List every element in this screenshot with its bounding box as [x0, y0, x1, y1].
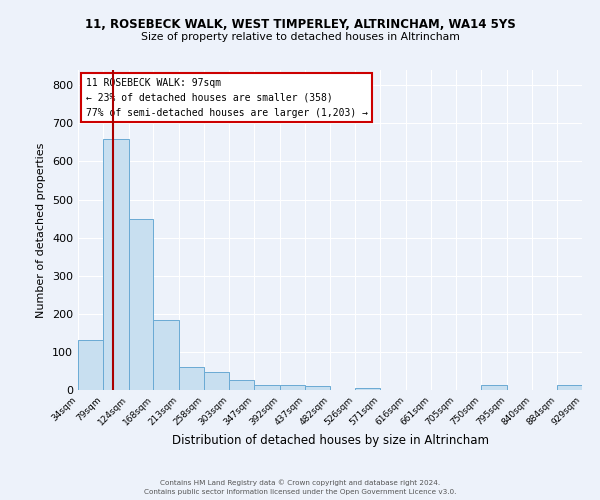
Bar	[229, 380, 254, 390]
Bar	[305, 386, 330, 390]
Text: Size of property relative to detached houses in Altrincham: Size of property relative to detached ho…	[140, 32, 460, 42]
Bar	[557, 385, 582, 390]
Bar	[280, 385, 305, 390]
Text: Contains public sector information licensed under the Open Government Licence v3: Contains public sector information licen…	[144, 489, 456, 495]
Bar	[254, 385, 280, 390]
Bar	[128, 218, 154, 390]
Bar	[355, 388, 380, 390]
Bar	[204, 372, 229, 390]
Text: 11, ROSEBECK WALK, WEST TIMPERLEY, ALTRINCHAM, WA14 5YS: 11, ROSEBECK WALK, WEST TIMPERLEY, ALTRI…	[85, 18, 515, 30]
Bar	[481, 385, 506, 390]
Y-axis label: Number of detached properties: Number of detached properties	[37, 142, 46, 318]
X-axis label: Distribution of detached houses by size in Altrincham: Distribution of detached houses by size …	[172, 434, 488, 447]
Text: 11 ROSEBECK WALK: 97sqm
← 23% of detached houses are smaller (358)
77% of semi-d: 11 ROSEBECK WALK: 97sqm ← 23% of detache…	[86, 78, 368, 118]
Bar	[78, 340, 103, 390]
Bar	[103, 138, 128, 390]
Bar	[154, 320, 179, 390]
Text: Contains HM Land Registry data © Crown copyright and database right 2024.: Contains HM Land Registry data © Crown c…	[160, 480, 440, 486]
Bar	[179, 367, 204, 390]
